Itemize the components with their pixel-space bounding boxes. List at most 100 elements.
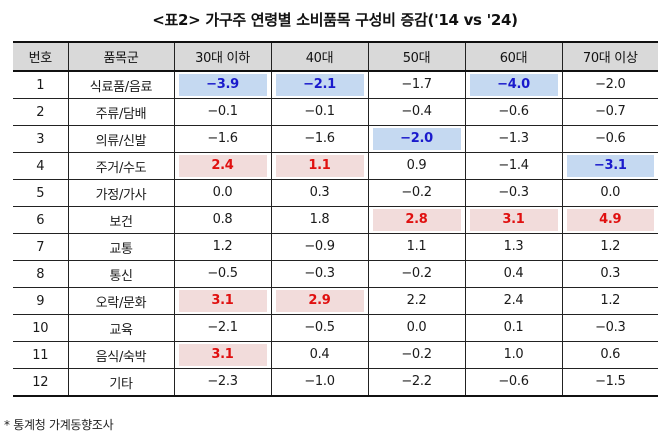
- row-number: 5: [13, 179, 69, 207]
- value-text: −2.3: [207, 374, 238, 389]
- row-number: 8: [13, 260, 69, 288]
- value-cell: 1.0: [464, 341, 563, 369]
- value-cell: −1.5: [561, 368, 658, 397]
- header-age-60s: 60대: [464, 41, 563, 72]
- value-cell: 2.2: [367, 287, 466, 315]
- value-text: −0.2: [401, 347, 432, 362]
- value-text: −2.1: [275, 74, 364, 96]
- value-cell: −0.6: [561, 125, 658, 153]
- table-row: 5 가정/가사 0.0 0.3 −0.2 −0.3 0.0: [13, 179, 658, 207]
- value-cell: −0.1: [270, 98, 369, 126]
- value-text: −2.0: [372, 128, 461, 150]
- value-text: −0.7: [595, 104, 626, 119]
- header-age-40s: 40대: [270, 41, 369, 72]
- value-cell: −1.6: [270, 125, 369, 153]
- row-number: 3: [13, 125, 69, 153]
- value-cell: −0.5: [173, 260, 272, 288]
- value-cell: 0.0: [561, 179, 658, 207]
- source-note: * 통계청 가계동향조사: [4, 418, 114, 432]
- value-cell: −3.1: [561, 152, 658, 180]
- value-text: −1.3: [498, 131, 529, 146]
- value-cell: 1.2: [561, 287, 658, 315]
- value-cell: 0.0: [173, 179, 272, 207]
- value-text: 0.0: [406, 320, 427, 335]
- value-cell: −0.4: [367, 98, 466, 126]
- table-row: 4 주거/수도 2.4 1.1 0.9 −1.4 −3.1: [13, 152, 658, 180]
- value-text: 0.3: [600, 266, 621, 281]
- value-text: −0.3: [304, 266, 335, 281]
- value-cell: 1.3: [464, 233, 563, 261]
- header-age-30s-under: 30대 이하: [173, 41, 272, 72]
- value-cell: 0.6: [561, 341, 658, 369]
- value-text: −0.1: [207, 104, 238, 119]
- value-text: −0.5: [304, 320, 335, 335]
- table-row: 3 의류/신발 −1.6 −1.6 −2.0 −1.3 −0.6: [13, 125, 658, 153]
- value-text: 0.8: [212, 212, 233, 227]
- value-text: 1.8: [309, 212, 330, 227]
- value-cell: 2.4: [464, 287, 563, 315]
- value-cell: −0.9: [270, 233, 369, 261]
- table-row: 11 음식/숙박 3.1 0.4 −0.2 1.0 0.6: [13, 341, 658, 369]
- value-text: −3.9: [178, 74, 267, 96]
- row-item-group: 주류/담배: [67, 98, 175, 126]
- row-number: 9: [13, 287, 69, 315]
- value-cell: −0.3: [270, 260, 369, 288]
- value-cell: −2.1: [173, 314, 272, 342]
- row-number: 12: [13, 368, 69, 397]
- value-cell: 0.0: [367, 314, 466, 342]
- value-cell: 2.8: [367, 206, 466, 234]
- value-cell: −1.6: [173, 125, 272, 153]
- value-text: −3.1: [566, 155, 654, 177]
- value-text: −2.1: [207, 320, 238, 335]
- value-text: −0.2: [401, 185, 432, 200]
- row-number: 4: [13, 152, 69, 180]
- value-cell: 1.1: [270, 152, 369, 180]
- value-text: 0.3: [309, 185, 330, 200]
- table-row: 9 오락/문화 3.1 2.9 2.2 2.4 1.2: [13, 287, 658, 315]
- value-cell: 2.9: [270, 287, 369, 315]
- table-body: 1 식료품/음료 −3.9 −2.1 −1.7 −4.0 −2.0 2 주류/담배 −0.1 −0.…: [13, 70, 658, 397]
- value-cell: −4.0: [464, 70, 563, 99]
- value-cell: −2.0: [367, 125, 466, 153]
- value-text: 1.1: [275, 155, 364, 177]
- value-cell: −2.3: [173, 368, 272, 397]
- value-text: −1.4: [498, 158, 529, 173]
- value-cell: 1.2: [173, 233, 272, 261]
- value-text: 0.0: [212, 185, 233, 200]
- row-number: 1: [13, 70, 69, 99]
- row-number: 11: [13, 341, 69, 369]
- value-cell: −1.3: [464, 125, 563, 153]
- value-cell: 1.8: [270, 206, 369, 234]
- value-cell: −0.5: [270, 314, 369, 342]
- row-number: 10: [13, 314, 69, 342]
- row-item-group: 식료품/음료: [67, 70, 175, 99]
- value-cell: 0.4: [464, 260, 563, 288]
- value-cell: 0.1: [464, 314, 563, 342]
- value-cell: −0.1: [173, 98, 272, 126]
- header-age-50s: 50대: [367, 41, 466, 72]
- value-text: 1.0: [503, 347, 524, 362]
- value-cell: −0.2: [367, 179, 466, 207]
- row-item-group: 오락/문화: [67, 287, 175, 315]
- value-text: 3.1: [178, 290, 267, 312]
- value-cell: −3.9: [173, 70, 272, 99]
- value-cell: 0.3: [270, 179, 369, 207]
- value-text: 1.1: [406, 239, 427, 254]
- value-text: 0.4: [503, 266, 524, 281]
- row-item-group: 교육: [67, 314, 175, 342]
- value-text: −1.5: [595, 374, 626, 389]
- value-text: 0.1: [503, 320, 524, 335]
- value-text: −2.0: [595, 77, 626, 92]
- value-text: −2.2: [401, 374, 432, 389]
- header-item-group: 품목군: [67, 41, 175, 72]
- value-text: 1.2: [600, 293, 621, 308]
- value-cell: 0.4: [270, 341, 369, 369]
- value-text: 2.4: [503, 293, 524, 308]
- value-text: −0.6: [498, 374, 529, 389]
- value-text: 1.3: [503, 239, 524, 254]
- value-cell: 1.2: [561, 233, 658, 261]
- header-row: 번호 품목군 30대 이하 40대 50대 60대 70대 이상: [13, 41, 658, 72]
- value-text: −0.6: [595, 131, 626, 146]
- value-cell: 1.1: [367, 233, 466, 261]
- table-row: 10 교육 −2.1 −0.5 0.0 0.1 −0.3: [13, 314, 658, 342]
